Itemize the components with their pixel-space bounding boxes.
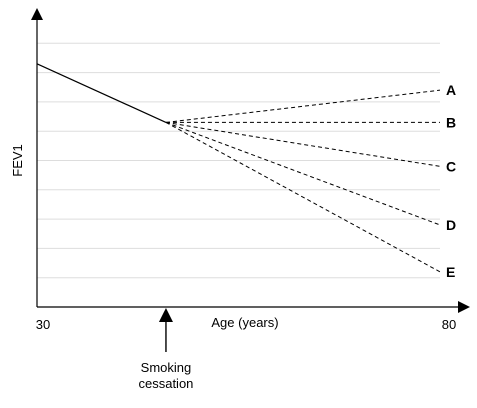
x-axis-label: Age (years) (211, 315, 278, 330)
axes (31, 8, 470, 313)
baseline-line (36, 63, 167, 123)
series-label-d: D (446, 217, 456, 233)
lines (36, 63, 441, 273)
series-label-b: B (446, 114, 456, 130)
series-line-e (165, 121, 441, 273)
series-label-a: A (446, 82, 456, 98)
series-label-e: E (446, 264, 455, 280)
annotation-text-line-2: cessation (138, 376, 193, 391)
y-axis-label: FEV1 (10, 144, 25, 177)
x-tick-label-80: 80 (442, 317, 456, 332)
annotation-text-line-1: Smoking (141, 360, 192, 375)
series-label-c: C (446, 158, 456, 174)
grid (37, 42, 440, 279)
series-line-d (165, 121, 441, 226)
series-line-c (165, 121, 441, 167)
x-tick-label-30: 30 (36, 317, 50, 332)
series-line-a (165, 89, 441, 123)
